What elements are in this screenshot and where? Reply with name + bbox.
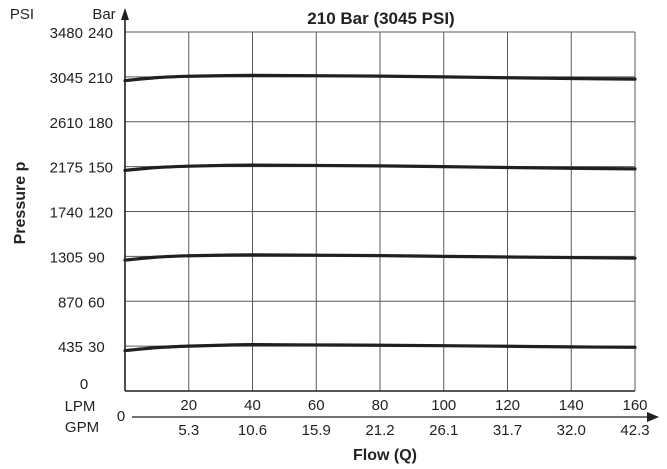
x-tick-label-lpm: 160 [622, 397, 647, 414]
y-tick-label-bar: 30 [88, 339, 105, 356]
series-lines [123, 73, 637, 353]
grid [125, 31, 636, 391]
x-tick-label-lpm: 60 [308, 397, 325, 414]
y-unit-psi: PSI [10, 6, 34, 23]
y-tick-label-psi: 3045 [50, 70, 83, 87]
y-tick-label-psi: 1305 [50, 249, 83, 266]
x-unit-lpm: LPM [65, 398, 96, 415]
x-tick-label-lpm: 40 [244, 397, 261, 414]
y-tick-label-psi: 2175 [50, 160, 83, 177]
y-axis-title: Pressure p [12, 161, 29, 244]
x-unit-gpm: GPM [65, 419, 99, 436]
x-origin-label: 0 [117, 408, 125, 425]
x-tick-label-gpm: 31.7 [493, 422, 522, 439]
chart-title: 210 Bar (3045 PSI) [307, 9, 454, 28]
y-tick-label-bar: 180 [88, 115, 113, 132]
y-tick-label-psi: 1740 [50, 205, 83, 222]
axes [121, 8, 659, 422]
x-tick-label-gpm: 15.9 [302, 422, 331, 439]
y-tick-label-bar: 60 [88, 294, 105, 311]
x-secondary-axis-arrow [647, 412, 659, 422]
y-tick-label-psi: 2610 [50, 115, 83, 132]
y-tick-label-bar: 150 [88, 160, 113, 177]
x-tick-label-lpm: 20 [180, 397, 197, 414]
series-line [123, 253, 637, 262]
x-tick-label-lpm: 100 [431, 397, 456, 414]
y-axis-arrow [121, 8, 129, 20]
y-tick-label-bar: 120 [88, 205, 113, 222]
x-tick-label-lpm: 120 [495, 397, 520, 414]
y-tick-label-psi: 435 [58, 339, 83, 356]
x-tick-label-lpm: 140 [559, 397, 584, 414]
x-tick-label-gpm: 26.1 [429, 422, 458, 439]
tick-labels: 20 40 60 80 100 120 140 160 5.3 10.6 15.9 21.2 26.1 3… [50, 25, 650, 439]
series-line [123, 343, 637, 353]
y-unit-bar: Bar [92, 6, 115, 23]
x-tick-label-gpm: 42.3 [620, 422, 649, 439]
x-tick-label-gpm: 32.0 [557, 422, 586, 439]
y-tick-label-psi: 3480 [50, 25, 83, 42]
y-tick-label-psi: 870 [58, 294, 83, 311]
x-tick-label-lpm: 80 [372, 397, 389, 414]
y-tick-label-psi: 0 [80, 376, 88, 393]
series-line [123, 163, 637, 172]
series-line [123, 73, 637, 83]
y-tick-label-bar: 90 [88, 249, 105, 266]
x-tick-label-gpm: 5.3 [178, 422, 199, 439]
x-tick-label-gpm: 21.2 [365, 422, 394, 439]
x-axis-title: Flow (Q) [353, 447, 417, 464]
y-tick-label-bar: 210 [88, 70, 113, 87]
x-tick-label-gpm: 10.6 [238, 422, 267, 439]
y-tick-label-bar: 240 [88, 25, 113, 42]
